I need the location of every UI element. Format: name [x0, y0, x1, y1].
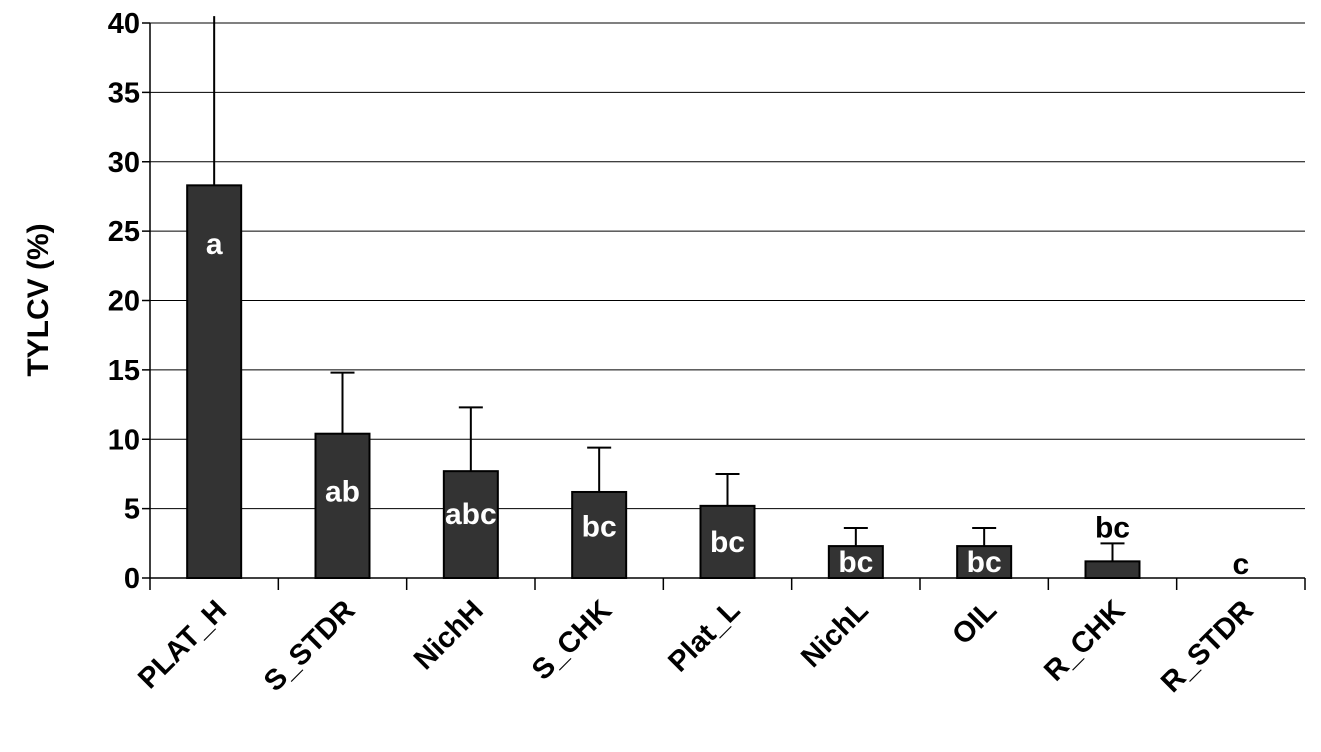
y-tick-label: 5 — [124, 494, 140, 526]
bar — [827, 545, 884, 580]
group-letter-label: abc — [445, 498, 497, 531]
y-tick-label: 10 — [108, 424, 140, 456]
bar — [571, 490, 628, 580]
bars — [186, 16, 1141, 580]
group-letter-label: ab — [325, 475, 360, 508]
x-tick-label: Plat_L — [662, 594, 746, 678]
x-tick-label: NichL — [795, 594, 875, 674]
x-tick-label: S_STDR — [258, 594, 362, 698]
group-letter-label: bc — [582, 510, 617, 543]
group-letter-label: bc — [710, 526, 745, 559]
x-tick-label: OIL — [946, 594, 1003, 651]
x-tick-label: S_CHK — [526, 594, 618, 686]
y-tick-label: 40 — [108, 8, 140, 40]
y-axis-title: TYLCV (%) — [22, 223, 55, 376]
bar — [1084, 560, 1141, 579]
group-letter-label: a — [206, 228, 223, 261]
y-tick-label: 25 — [108, 216, 140, 248]
bar — [699, 504, 756, 580]
y-tick-label: 35 — [108, 77, 140, 109]
x-tick-label: R_STDR — [1155, 594, 1260, 699]
y-tick-label: 0 — [124, 563, 140, 595]
group-letter-label: bc — [967, 546, 1002, 579]
group-letter-label: bc — [1095, 511, 1130, 544]
x-tick-label: NichH — [408, 594, 490, 676]
y-tick-label: 15 — [108, 355, 140, 387]
y-tick-label: 20 — [108, 286, 140, 318]
labels: 0 5 10 15 20 25 30 35 40 a PLAT_H ab S_STDR abc NichH b… — [108, 8, 1260, 699]
group-letter-label: bc — [838, 546, 873, 579]
axes — [142, 22, 1306, 590]
y-tick-label: 30 — [108, 147, 140, 179]
group-letter-label: c — [1232, 548, 1249, 581]
x-tick-label: R_CHK — [1038, 594, 1131, 687]
bar — [186, 184, 243, 579]
x-tick-label: PLAT_H — [132, 594, 233, 695]
